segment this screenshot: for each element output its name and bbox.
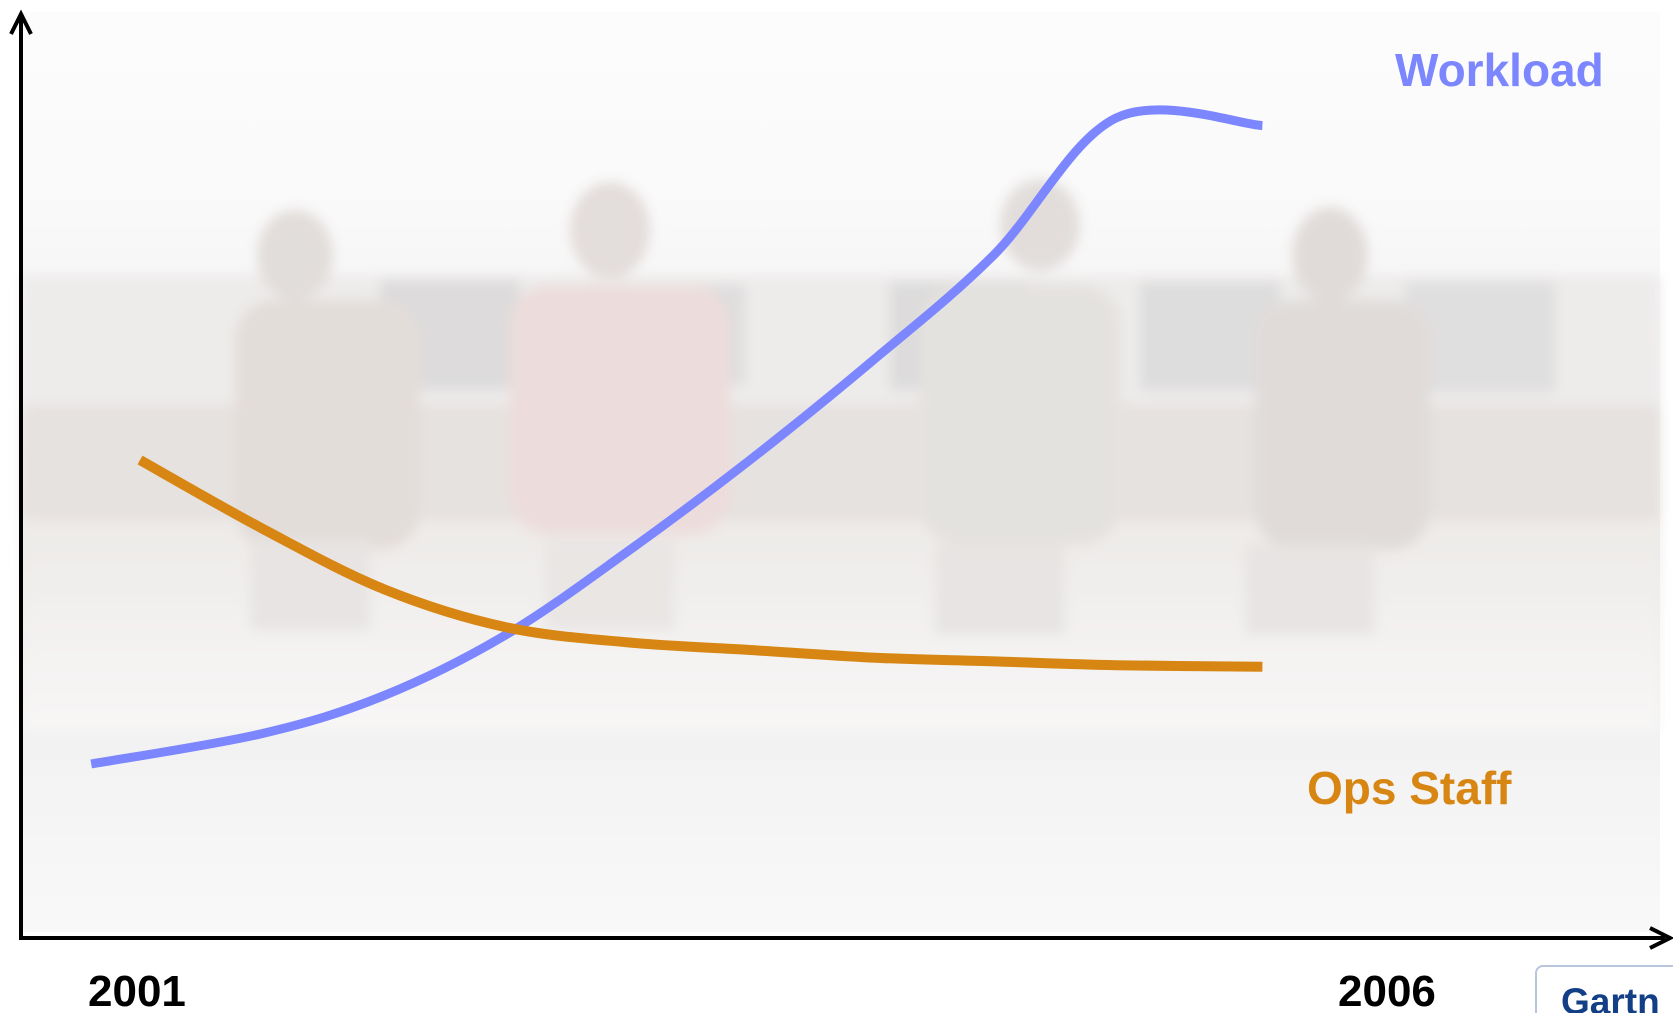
series-layer — [90, 105, 1263, 769]
x-tick-label-end: 2006 — [1338, 967, 1436, 1013]
x-axis-arrow-icon — [1649, 926, 1673, 950]
gartner-logo-text: Gartn — [1561, 981, 1660, 1013]
gartner-logo: Gartn — [1535, 965, 1673, 1013]
series-label-ops-staff: Ops Staff — [1307, 762, 1512, 814]
series-label-workload: Workload — [1395, 44, 1604, 96]
axes — [9, 9, 1673, 950]
series-line-ops-staff — [137, 455, 1263, 672]
x-tick-label-start: 2001 — [88, 967, 186, 1013]
office-photo-background — [22, 12, 1660, 932]
y-axis-arrow-icon — [9, 9, 33, 35]
series-line-workload — [90, 105, 1263, 769]
